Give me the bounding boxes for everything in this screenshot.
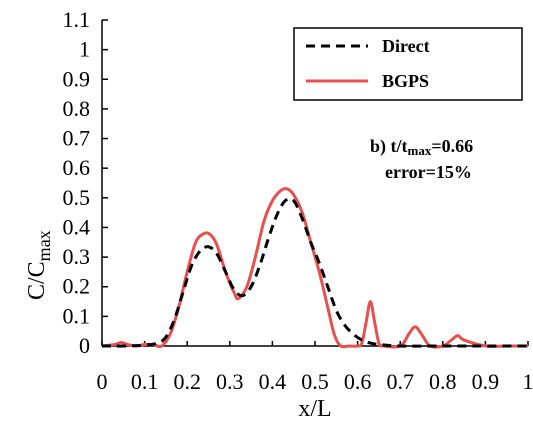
legend: Direct BGPS bbox=[293, 27, 523, 101]
y-tick-label: 0.1 bbox=[63, 303, 91, 328]
x-tick-label: 0.2 bbox=[173, 369, 201, 394]
x-tick-label: 0.6 bbox=[344, 369, 372, 394]
y-tick-label: 1.1 bbox=[63, 7, 91, 32]
y-tick-label: 0.4 bbox=[63, 214, 91, 239]
x-tick-label: 0 bbox=[97, 369, 108, 394]
y-axis-ticks: 0 0.1 0.2 0.3 0.4 0.5 0.6 0.7 0.8 0.9 1 1.1 bbox=[63, 7, 108, 358]
x-tick-label: 0.5 bbox=[301, 369, 329, 394]
series-layer bbox=[101, 187, 528, 349]
legend-label-bgps: BGPS bbox=[382, 71, 429, 91]
y-tick-label: 1 bbox=[79, 37, 90, 62]
y-tick-label: 0.7 bbox=[63, 126, 91, 151]
y-axis-title: C/Cmax bbox=[24, 230, 54, 300]
y-tick-label: 0.2 bbox=[63, 274, 91, 299]
y-tick-label: 0.6 bbox=[63, 155, 91, 180]
annotation-line-2: error=15% bbox=[385, 162, 472, 182]
annotation-prefix: b) t/t bbox=[370, 136, 408, 157]
x-axis-ticks: 0 0.1 0.2 0.3 0.4 0.5 0.6 0.7 0.8 0.9 1 bbox=[97, 341, 533, 394]
legend-label-direct: Direct bbox=[382, 36, 430, 56]
annotation-sub: max bbox=[408, 143, 432, 158]
x-axis-title: x/L bbox=[298, 396, 331, 422]
y-tick-label: 0.3 bbox=[63, 244, 91, 269]
series-line-bgps bbox=[101, 187, 528, 349]
x-tick-label: 0.8 bbox=[429, 369, 457, 394]
x-tick-label: 0.4 bbox=[259, 369, 287, 394]
series-line-direct bbox=[101, 197, 528, 348]
y-axis-title-main: C/C bbox=[24, 261, 50, 300]
x-tick-label: 1 bbox=[523, 369, 533, 394]
legend-box bbox=[293, 27, 523, 101]
annotation-line-1: b) t/tmax=0.66 bbox=[370, 136, 473, 158]
y-tick-label: 0.9 bbox=[63, 66, 91, 91]
y-tick-label: 0 bbox=[79, 333, 90, 358]
x-tick-label: 0.9 bbox=[472, 369, 500, 394]
x-tick-label: 0.7 bbox=[386, 369, 414, 394]
x-tick-label: 0.3 bbox=[216, 369, 244, 394]
y-axis-title-sub: max bbox=[34, 230, 54, 261]
annotation-suffix: =0.66 bbox=[431, 136, 473, 156]
y-tick-label: 0.5 bbox=[63, 185, 91, 210]
x-tick-label: 0.1 bbox=[131, 369, 159, 394]
y-tick-label: 0.8 bbox=[63, 96, 91, 121]
